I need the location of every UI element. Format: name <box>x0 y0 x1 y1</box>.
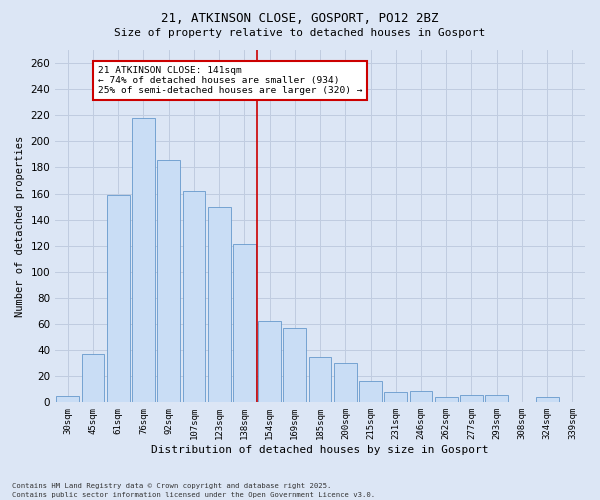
Bar <box>132 118 155 403</box>
Bar <box>157 160 180 402</box>
Bar <box>309 356 331 403</box>
Text: 21 ATKINSON CLOSE: 141sqm
← 74% of detached houses are smaller (934)
25% of semi: 21 ATKINSON CLOSE: 141sqm ← 74% of detac… <box>98 66 362 96</box>
Bar <box>359 382 382 402</box>
Bar <box>385 392 407 402</box>
Text: Size of property relative to detached houses in Gosport: Size of property relative to detached ho… <box>115 28 485 38</box>
Bar <box>460 394 483 402</box>
Bar <box>82 354 104 403</box>
Bar <box>283 328 306 402</box>
Text: 21, ATKINSON CLOSE, GOSPORT, PO12 2BZ: 21, ATKINSON CLOSE, GOSPORT, PO12 2BZ <box>161 12 439 26</box>
Bar <box>56 396 79 402</box>
Text: Contains public sector information licensed under the Open Government Licence v3: Contains public sector information licen… <box>12 492 375 498</box>
Text: Contains HM Land Registry data © Crown copyright and database right 2025.: Contains HM Land Registry data © Crown c… <box>12 483 331 489</box>
Bar <box>536 397 559 402</box>
Bar <box>107 195 130 402</box>
Bar <box>410 390 433 402</box>
Bar <box>182 191 205 402</box>
Bar <box>258 322 281 402</box>
Bar <box>233 244 256 402</box>
Bar <box>334 363 356 403</box>
Bar <box>435 397 458 402</box>
X-axis label: Distribution of detached houses by size in Gosport: Distribution of detached houses by size … <box>151 445 489 455</box>
Y-axis label: Number of detached properties: Number of detached properties <box>15 136 25 317</box>
Bar <box>485 394 508 402</box>
Bar <box>208 206 230 402</box>
